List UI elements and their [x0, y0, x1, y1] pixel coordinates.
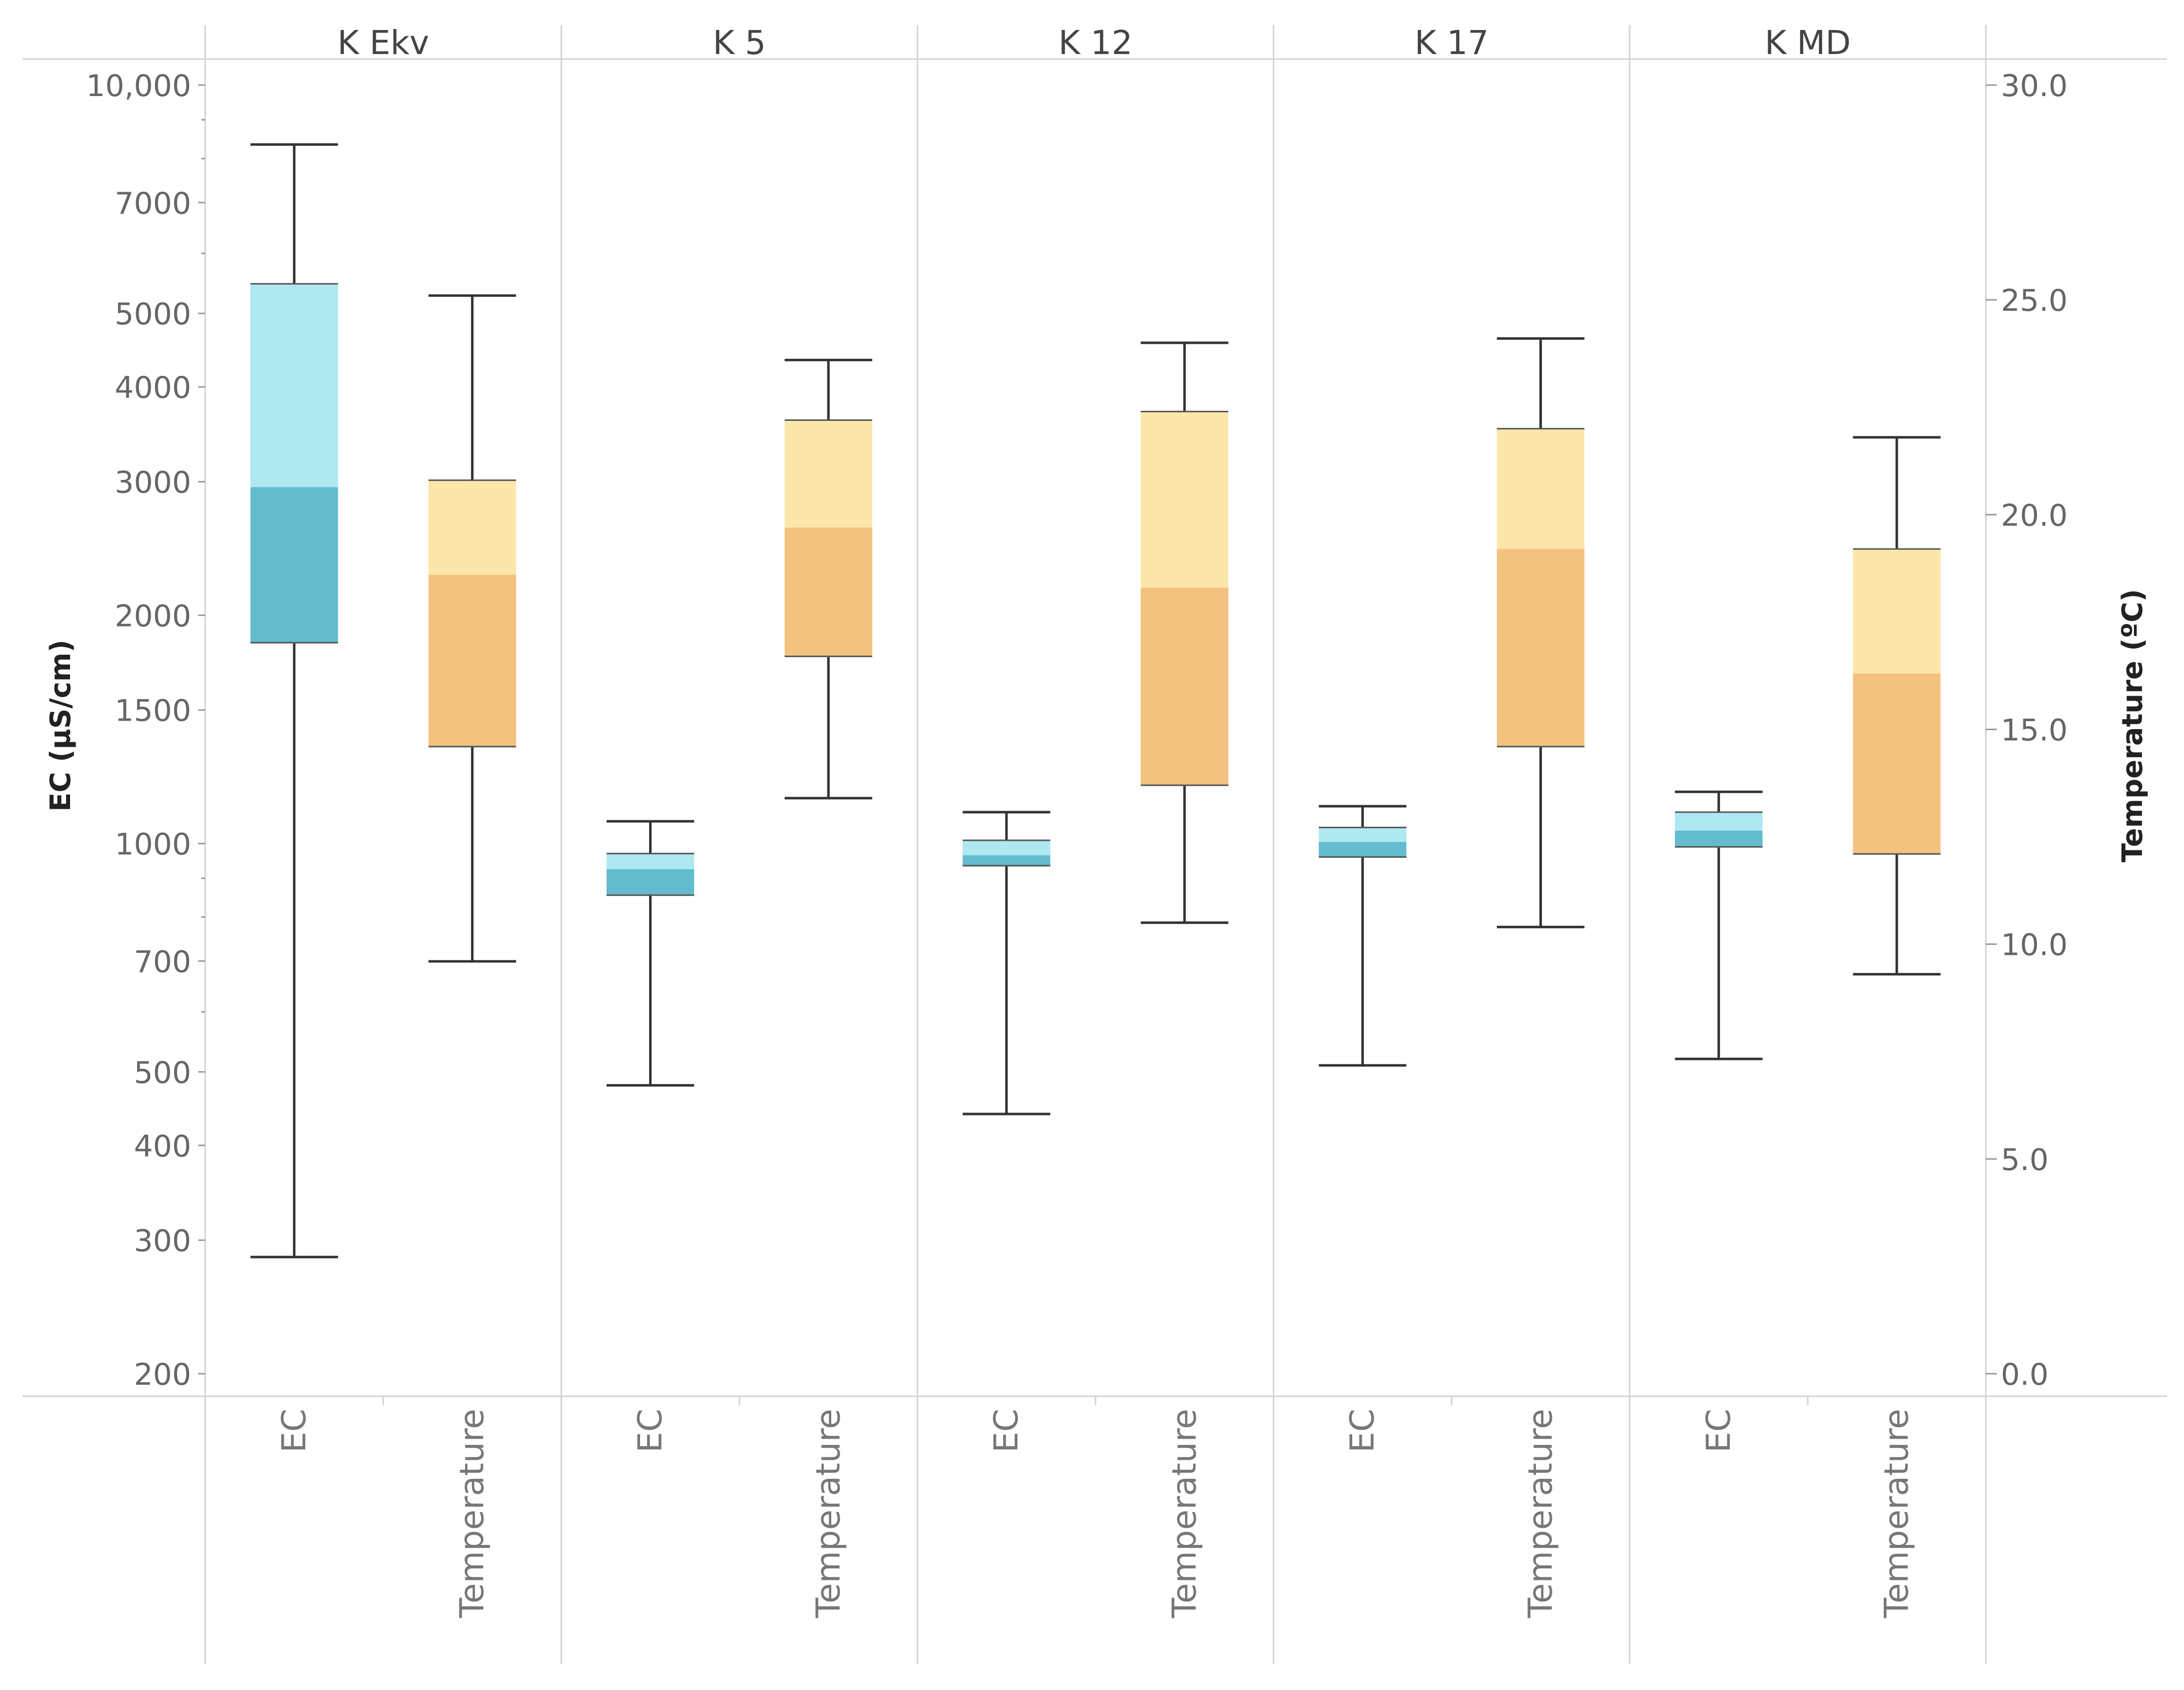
upper-box — [607, 853, 694, 869]
left-tick-label: 400 — [134, 1129, 191, 1164]
category-label: Temperature — [1165, 1409, 1204, 1618]
lower-box — [1497, 549, 1584, 747]
box-temperature — [428, 294, 516, 963]
right-tick-label: 15.0 — [2001, 713, 2068, 748]
left-tick-label: 300 — [134, 1224, 191, 1259]
left-tick-label: 1500 — [115, 694, 191, 729]
left-axis-title: EC (µS/cm) — [45, 640, 77, 812]
left-tick-label: 1000 — [115, 827, 191, 862]
left-tick-label: 4000 — [115, 370, 191, 405]
panel-titles: K Ekv K 5 K 12 K 17 K MD — [337, 24, 1851, 62]
left-tick-label: 10,000 — [86, 69, 191, 104]
left-tick-label: 7000 — [115, 186, 191, 221]
upper-box — [1319, 827, 1407, 842]
box-ec — [250, 143, 338, 1259]
box-temperature — [1853, 436, 1941, 976]
category-label: Temperature — [1877, 1409, 1916, 1618]
category-label: EC — [1699, 1409, 1738, 1453]
panel-title: K Ekv — [337, 24, 429, 62]
right-tick-label: 0.0 — [2001, 1357, 2048, 1392]
category-label: EC — [987, 1409, 1025, 1453]
upper-box — [784, 420, 872, 528]
lower-box — [1853, 673, 1941, 854]
box-ec — [1675, 790, 1763, 1060]
category-label: Temperature — [453, 1409, 491, 1618]
box-ec — [962, 811, 1050, 1115]
lower-box — [1319, 842, 1407, 857]
category-label: Temperature — [809, 1409, 847, 1618]
category-labels: EC Temperature EC Temperature EC Temperature E… — [275, 1409, 1916, 1618]
panel-title: K MD — [1765, 24, 1851, 62]
panel-title: K 5 — [713, 24, 766, 62]
right-axis: 30.0 25.0 20.0 15.0 10.0 5.0 0.0 — [1986, 69, 2068, 1392]
category-label: EC — [631, 1409, 670, 1453]
upper-box — [1675, 812, 1763, 831]
category-label: EC — [1343, 1409, 1382, 1453]
right-tick-label: 5.0 — [2001, 1143, 2048, 1178]
left-tick-label: 3000 — [115, 465, 191, 500]
box-temperature — [1497, 337, 1584, 928]
left-tick-label: 500 — [134, 1055, 191, 1090]
upper-box — [1853, 549, 1941, 674]
left-tick-label: 700 — [134, 944, 191, 979]
panel-title: K 12 — [1058, 24, 1133, 62]
left-axis: 10,000 7000 5000 4000 3000 2000 1500 1000 700 500… — [86, 69, 205, 1392]
box-temperature — [784, 358, 872, 800]
panel-title: K 17 — [1414, 24, 1488, 62]
upper-box — [1141, 411, 1229, 588]
lower-box — [784, 527, 872, 657]
box-ec — [1319, 805, 1407, 1067]
right-tick-label: 20.0 — [2001, 498, 2068, 533]
upper-box — [250, 284, 338, 487]
right-tick-label: 10.0 — [2001, 928, 2068, 963]
right-tick-label: 30.0 — [2001, 69, 2068, 104]
lower-box — [1141, 588, 1229, 786]
category-label: Temperature — [1521, 1409, 1560, 1618]
lower-box — [607, 869, 694, 895]
lower-box — [962, 855, 1050, 866]
box-ec — [607, 820, 694, 1087]
box-temperature — [1141, 341, 1229, 924]
right-axis-title: Temperature (ºC) — [2116, 589, 2149, 862]
left-tick-label: 200 — [134, 1357, 191, 1392]
upper-box — [1497, 428, 1584, 549]
lower-box — [250, 487, 338, 643]
upper-box — [428, 480, 516, 575]
lower-box — [428, 575, 516, 747]
category-label: EC — [275, 1409, 313, 1453]
grid-layer — [23, 25, 2167, 1664]
lower-box — [1675, 830, 1763, 847]
boxes-layer — [250, 143, 1941, 1259]
left-tick-label: 2000 — [115, 599, 191, 634]
upper-box — [962, 840, 1050, 856]
left-tick-label: 5000 — [115, 297, 191, 332]
right-tick-label: 25.0 — [2001, 283, 2068, 318]
